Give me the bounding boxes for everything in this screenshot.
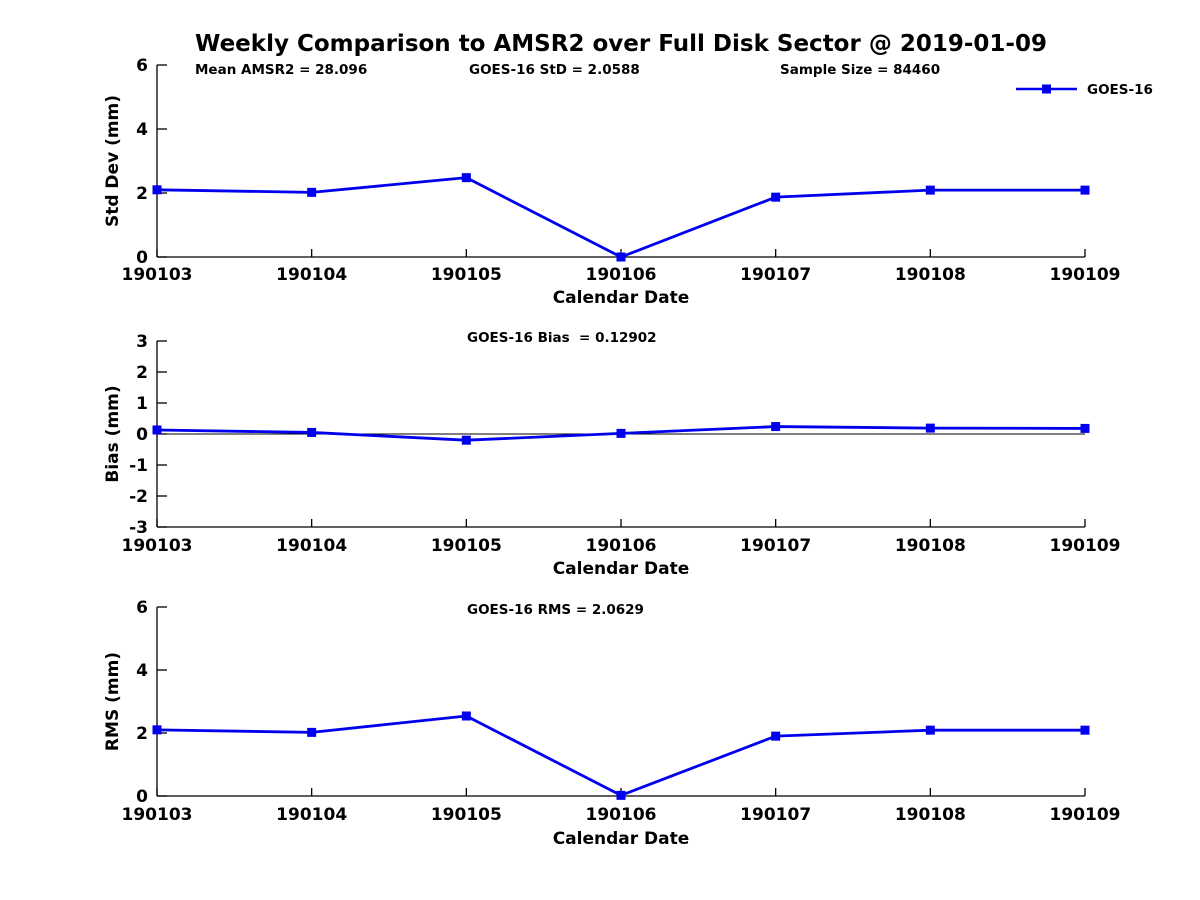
y-tick-label: 1 [136, 394, 148, 414]
data-point-marker [307, 427, 317, 437]
data-point-marker [925, 725, 935, 735]
x-tick-label: 190109 [1050, 265, 1121, 285]
data-point-marker [1080, 725, 1090, 735]
x-tick-label: 190104 [276, 805, 347, 825]
x-tick-label: 190105 [431, 805, 502, 825]
y-tick-label: -2 [129, 487, 148, 507]
data-point-marker [616, 428, 626, 438]
data-point-marker [771, 422, 781, 432]
y-tick-label: 0 [136, 425, 148, 445]
y-tick-label: 2 [136, 184, 148, 204]
x-axis-label: Calendar Date [553, 829, 690, 849]
data-point-marker [616, 252, 626, 262]
y-tick-label: 6 [136, 598, 148, 618]
y-tick-label: 3 [136, 332, 148, 352]
data-point-marker [152, 185, 162, 195]
y-tick-label: 6 [136, 56, 148, 76]
x-tick-label: 190103 [122, 265, 193, 285]
x-tick-label: 190105 [431, 536, 502, 556]
series-line [156, 714, 1085, 797]
y-tick-label: -1 [129, 456, 148, 476]
data-point-marker [461, 711, 471, 721]
data-point-marker [307, 727, 317, 737]
x-tick-label: 190107 [740, 265, 811, 285]
x-axis-label: Calendar Date [553, 288, 690, 308]
series-line [156, 176, 1085, 259]
y-axis-label: RMS (mm) [103, 652, 123, 751]
data-point-marker [461, 435, 471, 445]
y-tick-label: 2 [136, 724, 148, 744]
subplot-std-dev-mm: 0 2 4 6 190103 190104 190105 190106 190107 190108… [103, 56, 1153, 308]
data-point-marker [461, 173, 471, 183]
x-tick-label: 190104 [276, 265, 347, 285]
data-point-marker [771, 192, 781, 202]
x-tick-label: 190108 [895, 265, 966, 285]
data-point-marker [925, 185, 935, 195]
y-tick-label: 0 [136, 248, 148, 268]
x-tick-label: 190108 [895, 536, 966, 556]
legend-marker [1042, 84, 1051, 94]
figure-title: Weekly Comparison to AMSR2 over Full Dis… [195, 31, 1047, 57]
data-point-marker [616, 790, 626, 800]
data-point-marker [1080, 185, 1090, 195]
stat-annotation: Sample Size = 84460 [780, 62, 940, 78]
data-point-marker [152, 425, 162, 435]
data-point-marker [771, 731, 781, 741]
x-tick-label: 190105 [431, 265, 502, 285]
x-tick-label: 190107 [740, 805, 811, 825]
x-tick-label: 190103 [122, 536, 193, 556]
y-tick-label: 4 [136, 120, 148, 140]
stat-annotation: GOES-16 RMS = 2.0629 [467, 602, 644, 618]
stat-annotation: GOES-16 StD = 2.0588 [469, 62, 640, 78]
x-tick-label: 190109 [1050, 536, 1121, 556]
y-tick-label: 0 [136, 787, 148, 807]
x-tick-label: 190103 [122, 805, 193, 825]
y-axis-label: Bias (mm) [103, 385, 123, 482]
y-axis-label: Std Dev (mm) [103, 95, 123, 227]
data-point-marker [925, 423, 935, 433]
x-tick-label: 190106 [586, 805, 657, 825]
stat-annotation: GOES-16 Bias = 0.12902 [467, 330, 657, 346]
subplot-bias-mm: -3 -2 -1 0 1 2 3 190103 190104 190105 190106 190107… [103, 330, 1120, 579]
x-tick-label: 190104 [276, 536, 347, 556]
y-tick-label: -3 [129, 518, 148, 538]
x-tick-label: 190106 [586, 265, 657, 285]
y-tick-label: 2 [136, 363, 148, 383]
x-tick-label: 190106 [586, 536, 657, 556]
legend-label: GOES-16 [1087, 82, 1153, 98]
stat-annotation: Mean AMSR2 = 28.096 [195, 62, 367, 78]
y-tick-label: 4 [136, 661, 148, 681]
x-tick-label: 190108 [895, 805, 966, 825]
legend: GOES-16 [1016, 82, 1153, 98]
subplot-rms-mm: 0 2 4 6 190103 190104 190105 190106 190107 190108… [103, 598, 1120, 849]
data-point-marker [152, 725, 162, 735]
subplots-group: 0 2 4 6 190103 190104 190105 190106 190107 190108… [103, 56, 1153, 849]
x-tick-label: 190107 [740, 536, 811, 556]
x-axis-label: Calendar Date [553, 559, 690, 579]
x-tick-label: 190109 [1050, 805, 1121, 825]
data-point-marker [307, 187, 317, 197]
data-point-marker [1080, 423, 1090, 433]
